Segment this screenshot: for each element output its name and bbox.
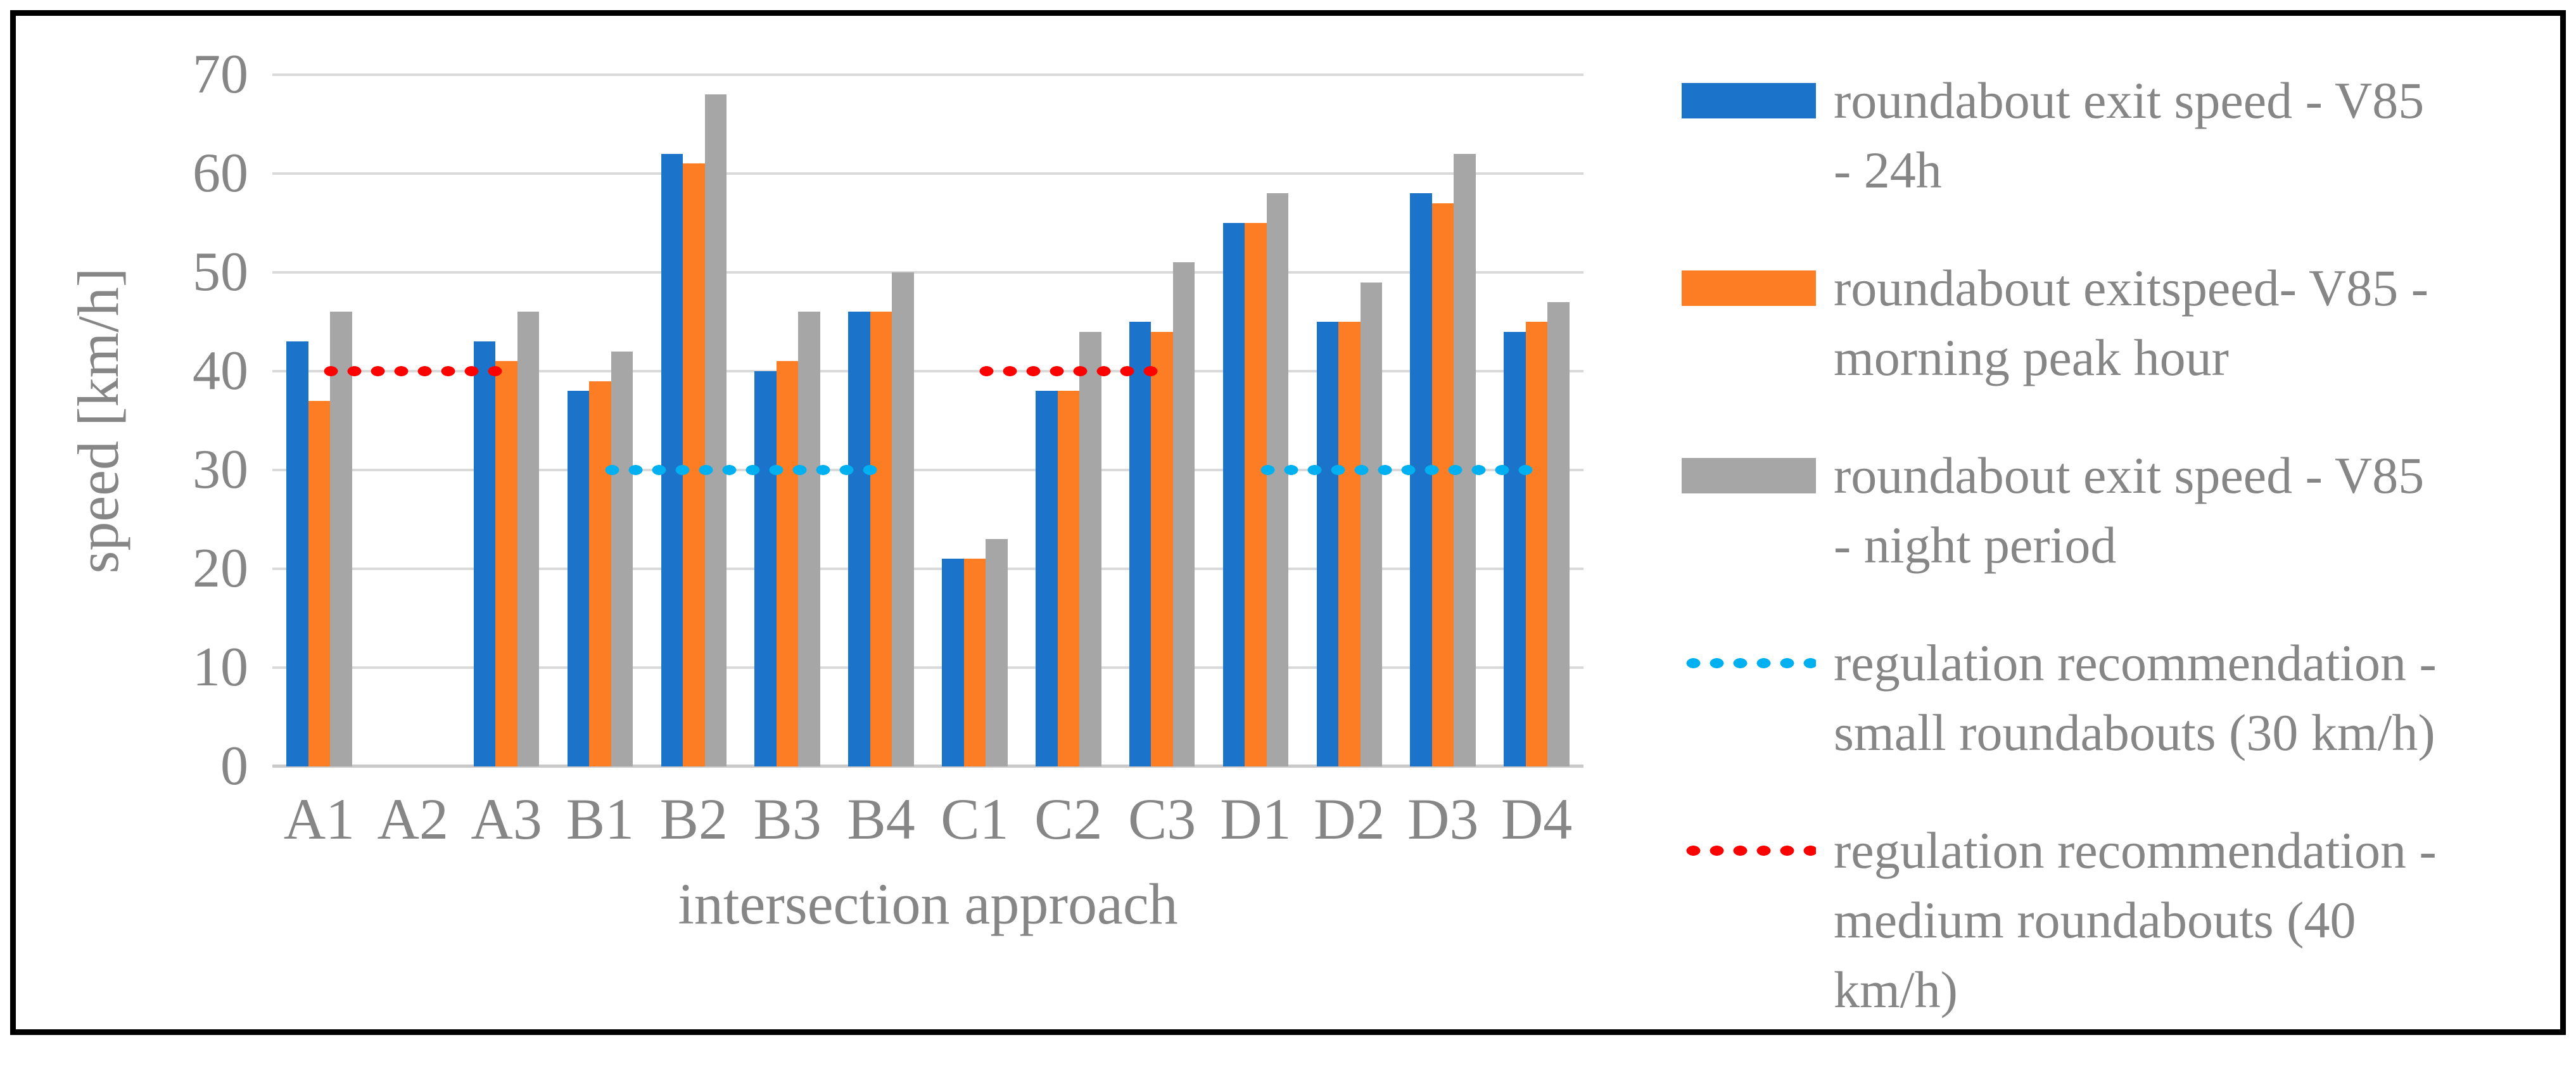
bar-v85-night-B2	[704, 94, 727, 766]
y-axis-tick-labels: 0 10 20 30 40 50 60 70	[76, 44, 248, 797]
legend-label-v85-morning-peak: roundabout exitspeed- V85 - morning peak…	[1834, 259, 2428, 386]
legend-entry-reg-small-roundabouts: regulation recommendation - small rounda…	[1682, 628, 2562, 768]
legend-label-reg-small-roundabouts: regulation recommendation - small rounda…	[1834, 634, 2437, 761]
bar-v85-night-C2	[1079, 331, 1101, 766]
bar-v85-night-D4	[1547, 302, 1570, 766]
gridline-30	[272, 469, 1583, 471]
bar-v85-24h-A3	[473, 341, 496, 766]
figure: speed [km/h] 0 10 20 30 40 50 60 70 A1 A2 A3 B1 B2 B…	[10, 10, 2566, 1035]
bar-v85-24h-A1	[286, 341, 308, 766]
y-tick-label-60: 60	[193, 143, 248, 204]
bar-v85-morning-peak-D1	[1245, 223, 1267, 766]
legend-entry-v85-night: roundabout exit speed - V85 - night peri…	[1682, 441, 2562, 580]
bar-v85-24h-D1	[1222, 223, 1245, 766]
bar-v85-morning-peak-D2	[1338, 322, 1361, 766]
bar-v85-night-A1	[330, 312, 352, 766]
y-tick-label-50: 50	[193, 241, 248, 303]
bar-v85-24h-C3	[1129, 322, 1152, 766]
category-label-C3: C3	[1127, 787, 1196, 851]
gridline-10	[272, 666, 1583, 669]
reference-line-reg-small-roundabouts-2	[1255, 464, 1537, 476]
y-tick-label-30: 30	[193, 439, 248, 500]
legend-label-v85-24h: roundabout exit speed - V85 - 24h	[1834, 72, 2425, 199]
legend-swatch-v85-morning-peak	[1682, 270, 1816, 306]
bar-v85-24h-D3	[1410, 193, 1432, 766]
bar-v85-24h-B1	[567, 391, 590, 766]
legend-entry-v85-24h: roundabout exit speed - V85 - 24h	[1682, 66, 2562, 205]
bar-v85-night-C1	[986, 539, 1008, 766]
y-tick-label-0: 0	[220, 735, 248, 797]
y-tick-label-70: 70	[193, 44, 248, 105]
bar-v85-24h-B2	[661, 153, 683, 766]
category-label-D3: D3	[1407, 787, 1479, 851]
legend: roundabout exit speed - V85 - 24h roundab…	[1682, 66, 2562, 1073]
gridline-40	[272, 370, 1583, 372]
bar-v85-morning-peak-B1	[589, 381, 611, 766]
plot-area	[272, 73, 1583, 768]
y-tick-label-20: 20	[193, 538, 248, 599]
bar-v85-morning-peak-A3	[495, 361, 517, 766]
bar-v85-morning-peak-C3	[1151, 331, 1173, 766]
bar-v85-morning-peak-D3	[1431, 203, 1454, 766]
bar-v85-morning-peak-C2	[1057, 391, 1080, 766]
bar-v85-morning-peak-B3	[776, 361, 799, 766]
bar-v85-night-D2	[1360, 282, 1383, 766]
gridline-20	[272, 568, 1583, 570]
bar-v85-night-A3	[517, 312, 540, 766]
bar-v85-24h-C1	[942, 559, 964, 766]
category-label-A2: A2	[377, 787, 448, 851]
bar-v85-morning-peak-A1	[308, 400, 331, 766]
category-label-C2: C2	[1034, 787, 1103, 851]
bar-v85-24h-D2	[1316, 322, 1339, 766]
category-label-A1: A1	[283, 787, 355, 851]
reference-line-reg-medium-roundabouts-1	[319, 365, 507, 377]
bar-v85-24h-C2	[1036, 391, 1058, 766]
legend-dotted-swatch-reg-medium-roundabouts	[1682, 845, 1816, 856]
bar-v85-morning-peak-B4	[870, 312, 892, 766]
legend-entry-v85-morning-peak: roundabout exitspeed- V85 - morning peak…	[1682, 253, 2562, 393]
legend-label-v85-night: roundabout exit speed - V85 - night peri…	[1834, 447, 2425, 574]
x-axis-title: intersection approach	[678, 872, 1178, 936]
gridline-50	[272, 271, 1583, 274]
bar-v85-night-B3	[798, 312, 820, 766]
gridline-60	[272, 172, 1583, 175]
gridline-0	[272, 765, 1583, 768]
category-label-C1: C1	[941, 787, 1009, 851]
bar-v85-morning-peak-C1	[963, 559, 986, 766]
bar-v85-24h-B3	[754, 371, 777, 766]
legend-swatch-v85-night	[1682, 458, 1816, 493]
category-label-B3: B3	[753, 787, 822, 851]
bar-v85-night-C3	[1172, 262, 1195, 766]
category-label-D1: D1	[1220, 787, 1291, 851]
x-axis-category-labels: A1 A2 A3 B1 B2 B3 B4 C1 C2 C3 D1 D2 D3 D4	[272, 784, 1583, 860]
y-tick-label-40: 40	[193, 340, 248, 402]
bar-v85-24h-B4	[848, 312, 870, 766]
bar-v85-night-B4	[892, 272, 914, 766]
bar-v85-night-B1	[611, 351, 633, 766]
y-tick-label-10: 10	[193, 637, 248, 698]
category-label-B1: B1	[566, 787, 635, 851]
category-label-B2: B2	[659, 787, 728, 851]
legend-entry-reg-medium-roundabouts: regulation recommendation - medium round…	[1682, 816, 2562, 1025]
bar-v85-night-D1	[1266, 193, 1289, 766]
reference-line-reg-small-roundabouts-1	[600, 464, 882, 476]
bar-v85-24h-D4	[1504, 331, 1526, 766]
gridline-70	[272, 73, 1583, 76]
legend-dotted-swatch-reg-small-roundabouts	[1682, 657, 1816, 669]
category-label-B4: B4	[847, 787, 915, 851]
category-label-A3: A3	[471, 787, 542, 851]
reference-line-reg-medium-roundabouts-2	[974, 365, 1162, 377]
category-label-D2: D2	[1314, 787, 1385, 851]
legend-swatch-v85-24h	[1682, 83, 1816, 118]
bar-v85-night-D3	[1454, 153, 1476, 766]
category-label-D4: D4	[1501, 787, 1573, 851]
bar-v85-morning-peak-D4	[1525, 322, 1548, 766]
legend-label-reg-medium-roundabouts: regulation recommendation - medium round…	[1834, 822, 2437, 1019]
